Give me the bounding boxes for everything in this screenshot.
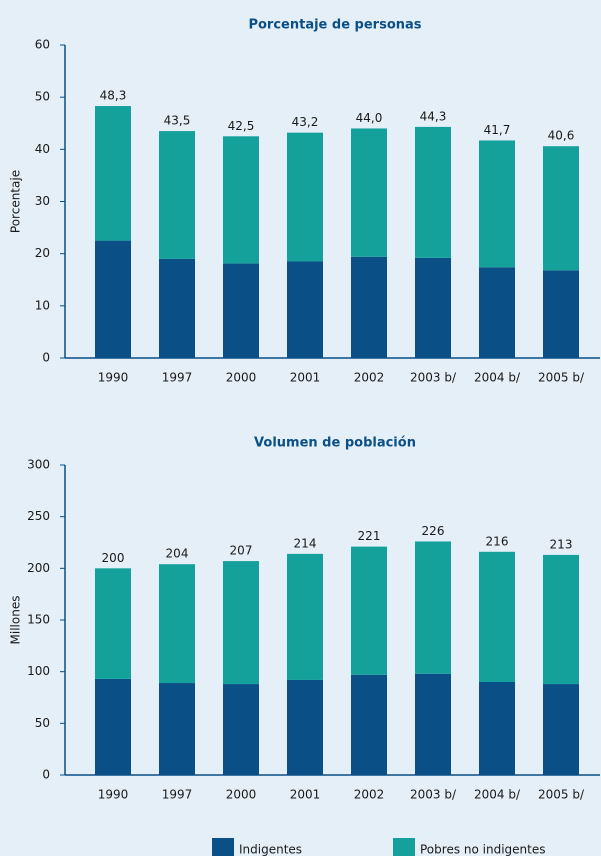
bar-segment: [479, 551, 515, 682]
total-label: 40,6: [548, 129, 575, 143]
y-tick-label: 60: [35, 38, 50, 52]
bar-segment: [543, 146, 579, 271]
bar-segment: [415, 673, 451, 775]
x-tick-label: 1997: [162, 788, 193, 802]
chart-title: Porcentaje de personas: [248, 18, 421, 33]
total-label: 213: [550, 537, 573, 551]
bar-segment: [543, 270, 579, 358]
y-tick-label: 30: [35, 194, 50, 208]
bar-segment: [223, 561, 259, 685]
bar-segment: [159, 564, 195, 684]
x-tick-label: 2005 b/: [538, 788, 585, 802]
total-label: 214: [294, 536, 317, 550]
total-label: 221: [358, 529, 381, 543]
total-label: 42,5: [228, 119, 255, 133]
bar-segment: [287, 261, 323, 358]
y-tick-label: 50: [35, 716, 50, 730]
total-label: 207: [230, 544, 253, 558]
total-label: 216: [486, 534, 509, 548]
x-tick-label: 2004 b/: [474, 371, 521, 385]
bar-segment: [159, 131, 195, 259]
bar-segment: [159, 258, 195, 358]
y-tick-label: 100: [27, 664, 50, 678]
bar-segment: [95, 240, 131, 358]
x-tick-label: 2005 b/: [538, 371, 585, 385]
bar-segment: [223, 263, 259, 358]
y-tick-label: 0: [42, 768, 50, 782]
y-tick-label: 20: [35, 246, 50, 260]
bar-segment: [223, 684, 259, 775]
total-label: 44,3: [420, 109, 447, 123]
y-tick-label: 50: [35, 90, 50, 104]
y-tick-label: 200: [27, 561, 50, 575]
y-tick-label: 300: [27, 458, 50, 472]
bar-segment: [351, 674, 387, 775]
x-tick-label: 2002: [354, 371, 385, 385]
x-tick-label: 2001: [290, 371, 321, 385]
bar-segment: [287, 553, 323, 680]
legend-label: Pobres no indigentes: [420, 843, 545, 856]
legend-swatch: [212, 838, 234, 856]
total-label: 44,0: [356, 111, 383, 125]
y-axis-label: Millones: [9, 596, 23, 645]
bar-segment: [351, 256, 387, 358]
total-label: 43,5: [164, 114, 191, 128]
x-tick-label: 2000: [226, 788, 257, 802]
bar-segment: [223, 136, 259, 264]
x-tick-label: 1997: [162, 371, 193, 385]
bar-segment: [95, 678, 131, 775]
y-axis-label: Porcentaje: [9, 170, 23, 233]
x-tick-label: 2000: [226, 371, 257, 385]
total-label: 200: [102, 551, 125, 565]
x-tick-label: 2001: [290, 788, 321, 802]
x-tick-label: 1990: [98, 788, 129, 802]
bar-segment: [479, 267, 515, 358]
total-label: 226: [422, 524, 445, 538]
bar-segment: [479, 140, 515, 268]
bar-segment: [415, 541, 451, 674]
y-tick-label: 10: [35, 298, 50, 312]
bar-segment: [415, 126, 451, 258]
bar-segment: [287, 132, 323, 262]
bar-segment: [95, 106, 131, 241]
x-tick-label: 2003 b/: [410, 788, 457, 802]
total-label: 41,7: [484, 123, 511, 137]
total-label: 48,3: [100, 89, 127, 103]
y-tick-label: 0: [42, 351, 50, 365]
legend-label: Indigentes: [239, 843, 302, 856]
bar-segment: [159, 683, 195, 775]
chart-title: Volumen de población: [254, 436, 416, 451]
y-tick-label: 250: [27, 509, 50, 523]
total-label: 204: [166, 547, 189, 561]
bar-segment: [95, 568, 131, 679]
bar-segment: [415, 257, 451, 358]
total-label: 43,2: [292, 115, 319, 129]
y-tick-label: 40: [35, 142, 50, 156]
y-tick-label: 150: [27, 613, 50, 627]
bar-segment: [479, 682, 515, 775]
bar-segment: [543, 684, 579, 775]
bar-segment: [351, 546, 387, 675]
x-tick-label: 2004 b/: [474, 788, 521, 802]
bar-segment: [543, 554, 579, 685]
bar-segment: [287, 679, 323, 775]
x-tick-label: 1990: [98, 371, 129, 385]
x-tick-label: 2003 b/: [410, 371, 457, 385]
x-tick-label: 2002: [354, 788, 385, 802]
legend-swatch: [393, 838, 415, 856]
bar-segment: [351, 128, 387, 257]
